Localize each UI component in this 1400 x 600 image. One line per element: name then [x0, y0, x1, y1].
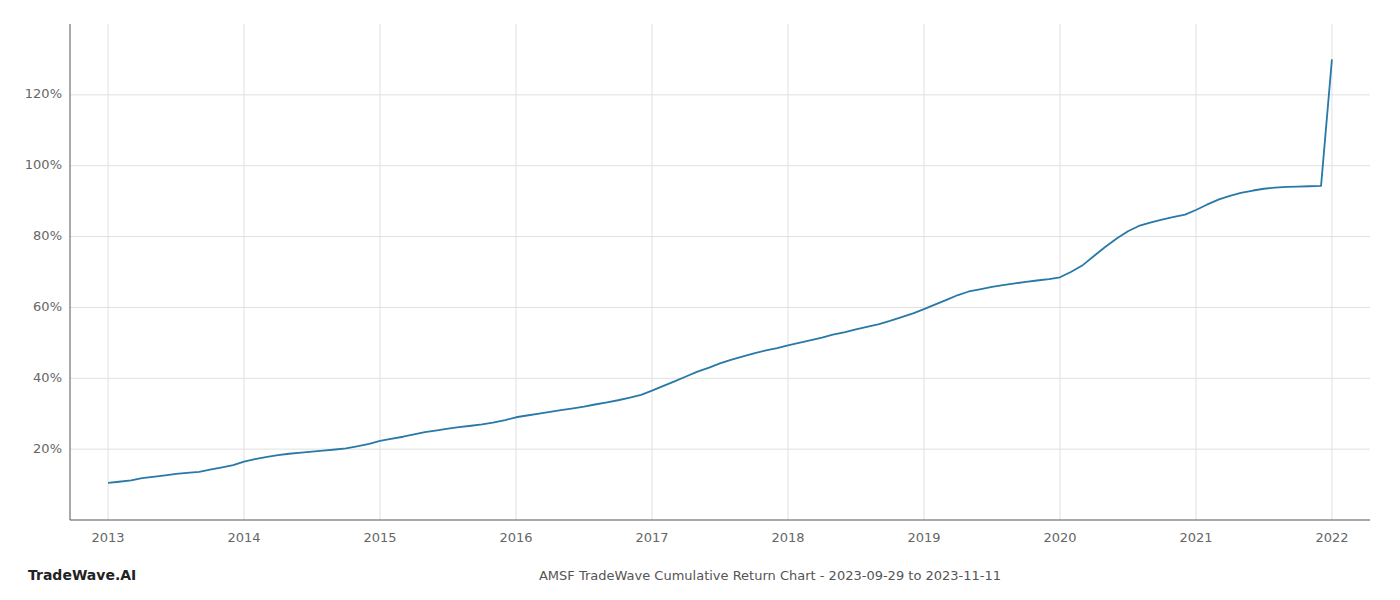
x-tick-label: 2014 — [228, 530, 261, 545]
x-axis-line — [70, 520, 1370, 521]
y-tick-label: 20% — [33, 441, 62, 456]
y-tick-label: 100% — [25, 157, 62, 172]
x-tick-label: 2020 — [1043, 530, 1076, 545]
y-tick-label: 40% — [33, 370, 62, 385]
x-tick-label: 2017 — [635, 530, 668, 545]
chart-title: AMSF TradeWave Cumulative Return Chart -… — [539, 568, 1001, 583]
x-grid-line — [1059, 24, 1060, 520]
x-grid-line — [244, 24, 245, 520]
y-grid-line — [70, 236, 1370, 237]
x-grid-line — [1195, 24, 1196, 520]
x-grid-line — [516, 24, 517, 520]
x-grid-line — [787, 24, 788, 520]
background — [0, 0, 1400, 600]
y-axis-line — [70, 24, 71, 520]
y-tick-label: 60% — [33, 299, 62, 314]
y-grid-line — [70, 449, 1370, 450]
x-tick-label: 2019 — [907, 530, 940, 545]
y-grid-line — [70, 307, 1370, 308]
axes: 20% 40% 60% 80% 100% 120% 2013 2014 2015 2016 2017… — [25, 24, 1370, 545]
x-grid-line — [108, 24, 109, 520]
x-grid-line — [923, 24, 924, 520]
x-tick-label: 2018 — [771, 530, 804, 545]
grid — [70, 24, 1370, 520]
plot-area — [108, 59, 1332, 482]
watermark: TradeWave.AI — [28, 567, 136, 583]
x-tick-label: 2015 — [363, 530, 396, 545]
chart-container: 20% 40% 60% 80% 100% 120% 2013 2014 2015 2016 2017… — [0, 0, 1400, 600]
x-tick-label: 2016 — [499, 530, 532, 545]
y-grid-line — [70, 165, 1370, 166]
x-tick-label: 2013 — [92, 530, 125, 545]
x-tick-label: 2021 — [1179, 530, 1212, 545]
y-grid-line — [70, 94, 1370, 95]
x-tick-label: 2022 — [1315, 530, 1348, 545]
footer: TradeWave.AI AMSF TradeWave Cumulative Re… — [28, 567, 1001, 583]
x-grid-line — [380, 24, 381, 520]
line-series — [108, 59, 1332, 482]
x-grid-line — [652, 24, 653, 520]
y-grid-line — [70, 378, 1370, 379]
y-tick-label: 120% — [25, 86, 62, 101]
x-grid-line — [1331, 24, 1332, 520]
y-tick-label: 80% — [33, 228, 62, 243]
chart-svg: 20% 40% 60% 80% 100% 120% 2013 2014 2015 2016 2017… — [0, 0, 1400, 600]
